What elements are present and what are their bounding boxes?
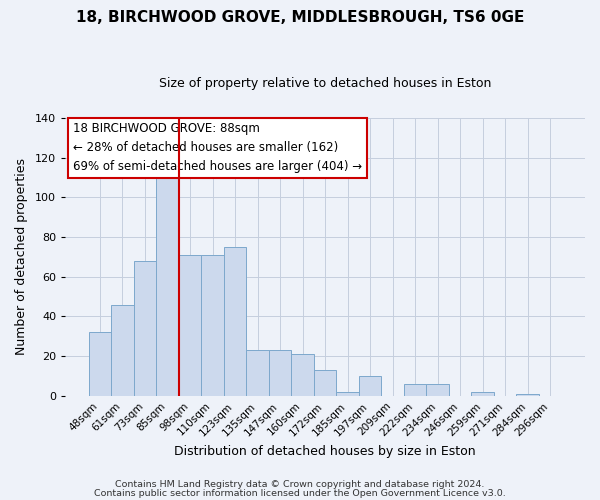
Bar <box>359 376 382 396</box>
Bar <box>89 332 111 396</box>
Bar <box>337 392 359 396</box>
Text: 18, BIRCHWOOD GROVE, MIDDLESBROUGH, TS6 0GE: 18, BIRCHWOOD GROVE, MIDDLESBROUGH, TS6 … <box>76 10 524 25</box>
Text: Contains public sector information licensed under the Open Government Licence v3: Contains public sector information licen… <box>94 488 506 498</box>
Title: Size of property relative to detached houses in Eston: Size of property relative to detached ho… <box>159 78 491 90</box>
Bar <box>201 255 224 396</box>
Text: Contains HM Land Registry data © Crown copyright and database right 2024.: Contains HM Land Registry data © Crown c… <box>115 480 485 489</box>
Bar <box>134 261 156 396</box>
X-axis label: Distribution of detached houses by size in Eston: Distribution of detached houses by size … <box>174 444 476 458</box>
Bar <box>224 247 246 396</box>
Bar <box>111 304 134 396</box>
Text: 18 BIRCHWOOD GROVE: 88sqm
← 28% of detached houses are smaller (162)
69% of semi: 18 BIRCHWOOD GROVE: 88sqm ← 28% of detac… <box>73 122 362 173</box>
Bar <box>314 370 337 396</box>
Y-axis label: Number of detached properties: Number of detached properties <box>15 158 28 356</box>
Bar <box>269 350 291 396</box>
Bar <box>156 160 179 396</box>
Bar <box>427 384 449 396</box>
Bar <box>179 255 201 396</box>
Bar <box>246 350 269 396</box>
Bar <box>517 394 539 396</box>
Bar <box>472 392 494 396</box>
Bar <box>291 354 314 396</box>
Bar <box>404 384 427 396</box>
